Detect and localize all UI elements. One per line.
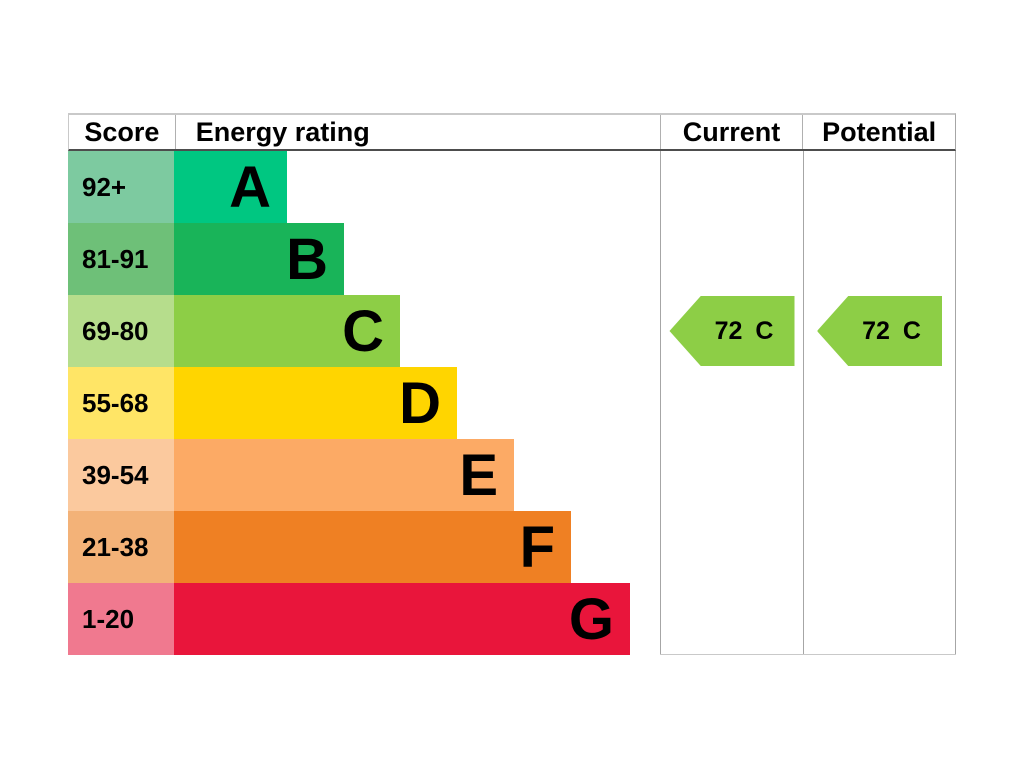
band-row-g: 1-20 G — [68, 583, 660, 655]
bar-cell-d: D — [174, 367, 660, 439]
bar-cell-b: B — [174, 223, 660, 295]
bar-cell-c: C — [174, 295, 660, 367]
band-letter-d: D — [399, 371, 441, 436]
band-row-b: 81-91 B — [68, 223, 660, 295]
potential-rating-value: 72 — [862, 316, 890, 345]
bar-cell-a: A — [174, 151, 660, 223]
epc-rating-table: Score Energy rating Current Potential 92… — [68, 113, 956, 655]
bands-column: 92+ A 81-91 B 69-80 C — [68, 151, 660, 655]
potential-rating-arrow: 72 C — [817, 296, 942, 366]
band-row-d: 55-68 D — [68, 367, 660, 439]
bar-cell-f: F — [174, 511, 660, 583]
band-letter-e: E — [459, 443, 498, 508]
current-rating-arrow: 72 C — [669, 296, 795, 366]
current-rating-value: 72 — [714, 316, 743, 345]
header-current: Current — [659, 115, 803, 149]
bar-cell-e: E — [174, 439, 660, 511]
header-potential: Potential — [802, 115, 955, 149]
table-body: 92+ A 81-91 B 69-80 C — [68, 151, 956, 655]
score-cell-c: 69-80 — [68, 295, 174, 367]
score-cell-a: 92+ — [68, 151, 174, 223]
potential-rating-band: C — [902, 316, 921, 345]
header-score: Score — [84, 116, 160, 147]
band-letter-b: B — [286, 227, 328, 292]
band-bar-b: B — [174, 223, 344, 295]
band-row-f: 21-38 F — [68, 511, 660, 583]
band-letter-c: C — [342, 299, 384, 364]
bar-cell-g: G — [174, 583, 660, 655]
band-row-c: 69-80 C — [68, 295, 660, 367]
potential-column: 72 C — [803, 151, 956, 654]
band-bar-e: E — [174, 439, 514, 511]
header-row: Score Energy rating Current Potential — [68, 113, 956, 151]
band-bar-f: F — [174, 511, 571, 583]
score-cell-b: 81-91 — [68, 223, 174, 295]
current-rating-band: C — [755, 316, 774, 345]
band-letter-f: F — [519, 515, 555, 580]
score-cell-f: 21-38 — [68, 511, 174, 583]
band-bar-d: D — [174, 367, 457, 439]
band-row-a: 92+ A — [68, 151, 660, 223]
score-cell-e: 39-54 — [68, 439, 174, 511]
band-bar-g: G — [174, 583, 630, 655]
band-letter-g: G — [568, 587, 614, 652]
band-letter-a: A — [229, 155, 271, 220]
score-cell-g: 1-20 — [68, 583, 174, 655]
header-energy-rating: Energy rating — [174, 115, 660, 149]
current-column: 72 C — [660, 151, 803, 654]
score-cell-d: 55-68 — [68, 367, 174, 439]
band-bar-a: A — [174, 151, 287, 223]
band-bar-c: C — [174, 295, 400, 367]
band-row-e: 39-54 E — [68, 439, 660, 511]
